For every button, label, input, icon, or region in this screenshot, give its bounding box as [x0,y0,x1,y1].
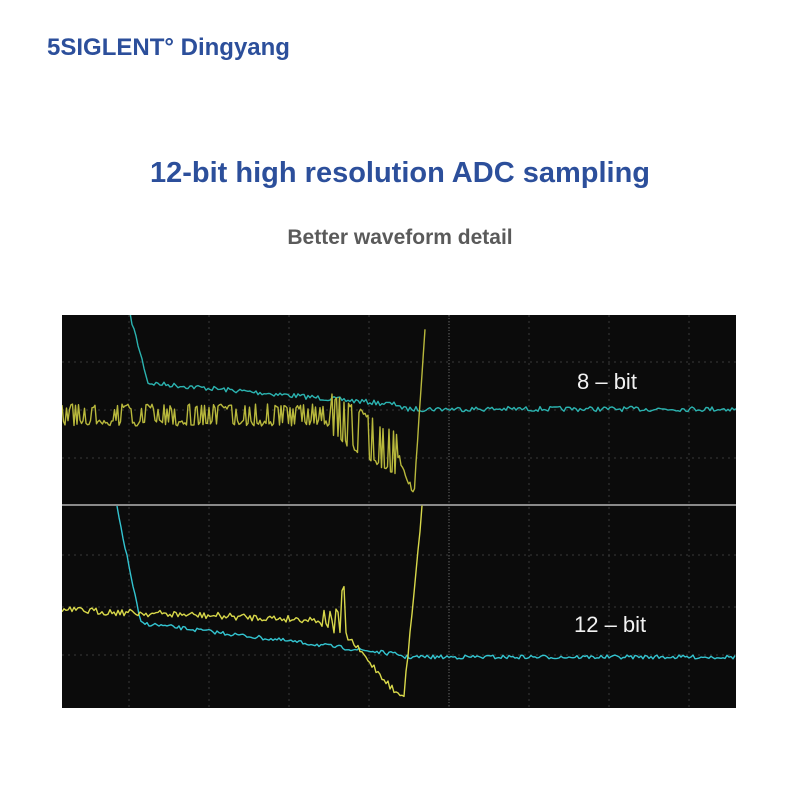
trace [116,505,736,660]
subtitle: Better waveform detail [287,226,513,249]
waveforms [62,315,736,698]
scope-label: 12 – bit [574,612,646,637]
brand: 5SIGLENT° Dingyang [47,34,290,61]
oscilloscope-screen: 8 – bit 12 – bit [62,315,736,708]
trace [62,329,426,493]
screen-background [62,315,736,708]
scope-label: 8 – bit [577,369,637,394]
trace [62,505,423,698]
title: 12-bit high resolution ADC sampling [150,157,650,189]
trace [129,315,736,413]
